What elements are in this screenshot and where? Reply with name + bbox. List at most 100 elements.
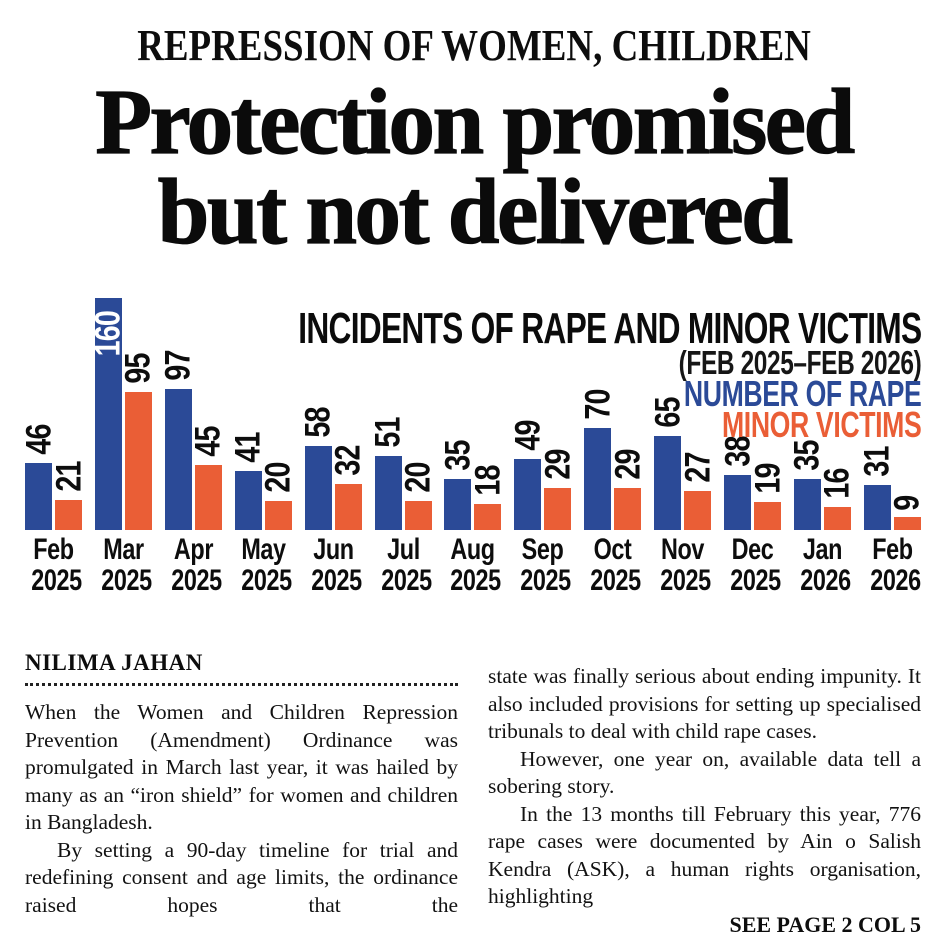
- x-axis-label: May 2025: [235, 534, 292, 596]
- x-axis-label: Sep 2025: [514, 534, 572, 597]
- bar-groups: 46 21 Feb 2025 160 95 Mar 2025 97 45 Apr 2025 41 20 Ma…: [19, 298, 927, 597]
- article-body-left: When the Women and Children Repression P…: [25, 699, 458, 919]
- bar-group: 46 21 Feb 2025: [19, 298, 88, 597]
- bar-group: 35 16 Jan 2026: [788, 298, 857, 596]
- bar-value-label: 18: [468, 465, 508, 496]
- article-paragraph: However, one year on, available data tel…: [488, 746, 921, 799]
- byline: NILIMA JAHAN: [25, 650, 203, 675]
- x-axis-label-line: 2025: [171, 564, 222, 597]
- bar-value-label: 31: [857, 446, 897, 477]
- bar-minor-victims: 29: [608, 449, 647, 530]
- bar-value-label: 27: [678, 452, 718, 483]
- bar-minor-victims: 32: [329, 445, 368, 530]
- x-axis-label-line: 2025: [450, 564, 502, 597]
- chart-title: INCIDENTS OF RAPE AND MINOR VICTIMS: [297, 304, 922, 353]
- bar-value-label: 29: [608, 449, 648, 480]
- bar-group: 51 20 Jul 2025: [369, 298, 438, 596]
- x-axis-label-line: 2025: [31, 564, 82, 597]
- legend-item: NUMBER OF RAPE: [683, 373, 921, 414]
- bar-value-label: 32: [328, 445, 368, 476]
- kicker-headline: REPRESSION OF WOMEN, CHILDREN: [137, 21, 811, 70]
- bar-number-of-rape: 65: [648, 397, 687, 530]
- bar-group: 160 95 Mar 2025: [89, 298, 158, 597]
- bar-value-label: 9: [887, 495, 927, 511]
- x-axis-label-line: Jul: [386, 533, 420, 566]
- legend-item: MINOR VICTIMS: [721, 404, 922, 445]
- bar-minor-victims: 45: [189, 426, 228, 530]
- main-headline: Protection promised but not delivered: [0, 75, 948, 259]
- x-axis-label-line: May: [241, 533, 286, 566]
- bar-number-of-rape: 35: [788, 440, 827, 530]
- chart-legend: NUMBER OF RAPE MINOR VICTIMS: [56, 373, 922, 445]
- x-axis-label-line: 2025: [520, 564, 572, 597]
- bar-group: 35 18 Aug 2025: [438, 298, 507, 597]
- bar-number-of-rape: 70: [578, 389, 617, 530]
- x-axis-label: Aug 2025: [444, 534, 502, 597]
- article-column-left: NILIMA JAHAN When the Women and Children…: [25, 650, 458, 939]
- x-axis-label: Oct 2025: [584, 534, 642, 597]
- article-paragraph: When the Women and Children Repression P…: [25, 700, 458, 834]
- bar-minor-victims: 27: [678, 452, 717, 530]
- article: NILIMA JAHAN When the Women and Children…: [25, 650, 921, 939]
- x-axis-label-line: Feb: [872, 533, 913, 566]
- bar-group: 41 20 May 2025: [229, 298, 298, 596]
- article-paragraph: state was finally serious about ending i…: [488, 664, 921, 743]
- bar-value-label: 19: [748, 463, 788, 494]
- x-axis-label-line: 2025: [590, 564, 642, 597]
- bar-number-of-rape: 38: [718, 436, 757, 530]
- bar-value-label: 46: [19, 424, 58, 455]
- article-paragraph: In the 13 months till February this year…: [488, 801, 921, 909]
- x-axis-label-line: Dec: [731, 533, 774, 566]
- bar-minor-victims: 21: [49, 461, 88, 530]
- bar-number-of-rape: 35: [438, 440, 477, 530]
- bar-number-of-rape: 49: [508, 420, 547, 530]
- bar-value-label: 20: [398, 462, 438, 493]
- bar-minor-victims: 29: [538, 449, 577, 530]
- x-axis-label: Apr 2025: [165, 534, 222, 596]
- bar-number-of-rape: 51: [369, 417, 408, 530]
- x-axis-label: Feb 2026: [864, 534, 921, 596]
- bar-number-of-rape: 97: [159, 350, 198, 530]
- dotted-rule: [25, 683, 458, 686]
- x-axis-label: Dec 2025: [724, 534, 781, 596]
- x-axis-label: Nov 2025: [654, 534, 711, 596]
- bar-group: 38 19 Dec 2025: [718, 298, 787, 596]
- bar-value-label: 20: [258, 462, 298, 493]
- x-axis-label-line: 2025: [101, 564, 152, 597]
- x-axis-label-line: 2025: [380, 564, 432, 597]
- x-axis-label-line: 2026: [800, 564, 851, 597]
- bar-group: 97 45 Apr 2025: [159, 298, 228, 596]
- x-axis-label-line: Jun: [312, 533, 354, 566]
- x-axis-label-line: 2025: [660, 564, 711, 597]
- bar-number-of-rape: 58: [299, 407, 338, 530]
- bar-number-of-rape: 41: [229, 432, 268, 530]
- article-body-right: state was finally serious about ending i…: [488, 663, 921, 911]
- x-axis-label-line: Nov: [661, 533, 705, 566]
- bar-value-label: 16: [817, 468, 857, 499]
- bar-minor-victims: 16: [818, 468, 857, 530]
- x-axis-label-line: 2026: [870, 564, 921, 597]
- x-axis-label-line: Apr: [173, 533, 214, 566]
- bar-number-of-rape: 160: [89, 298, 128, 530]
- x-axis-label-line: Feb: [33, 533, 74, 566]
- bar-minor-victims: 20: [399, 462, 438, 530]
- bar-number-of-rape: 46: [19, 424, 58, 530]
- jump-line: SEE PAGE 2 COL 5: [729, 911, 921, 937]
- headline-line-1: Protection promised: [95, 71, 856, 174]
- bar-group: 70 29 Oct 2025: [578, 298, 647, 597]
- headline-line-2: but not delivered: [157, 161, 793, 264]
- x-axis-label: Jan 2026: [794, 534, 851, 596]
- x-axis-label: Jul 2025: [375, 534, 432, 596]
- bar-minor-victims: 95: [119, 353, 158, 530]
- bar-value-label: 21: [49, 461, 88, 492]
- bar-minor-victims: 18: [468, 465, 507, 530]
- bar-group: 65 27 Nov 2025: [648, 298, 717, 596]
- bar-chart: INCIDENTS OF RAPE AND MINOR VICTIMS (FEB…: [19, 298, 927, 640]
- x-axis-label-line: Mar: [103, 533, 144, 566]
- bar-group: 49 29 Sep 2025: [508, 298, 577, 597]
- bar-minor-victims: 20: [259, 462, 298, 530]
- x-axis-label-line: Jan: [802, 533, 843, 566]
- bar-minor-victims: 19: [748, 463, 787, 530]
- article-column-right: state was finally serious about ending i…: [488, 650, 921, 939]
